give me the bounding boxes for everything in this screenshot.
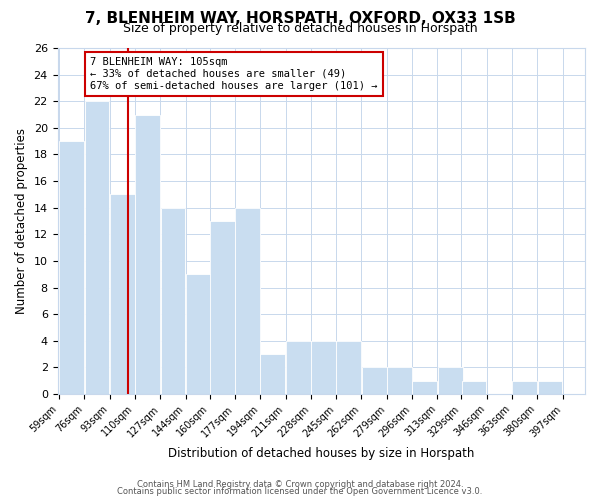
Bar bbox=[387, 368, 412, 394]
X-axis label: Distribution of detached houses by size in Horspath: Distribution of detached houses by size … bbox=[168, 447, 475, 460]
Bar bbox=[59, 141, 84, 394]
Text: Contains HM Land Registry data © Crown copyright and database right 2024.: Contains HM Land Registry data © Crown c… bbox=[137, 480, 463, 489]
Bar bbox=[538, 380, 562, 394]
Bar bbox=[412, 380, 437, 394]
Bar bbox=[135, 114, 160, 394]
Bar bbox=[161, 208, 185, 394]
Bar bbox=[286, 341, 311, 394]
Bar bbox=[461, 380, 487, 394]
Bar bbox=[260, 354, 285, 394]
Bar bbox=[210, 221, 235, 394]
Text: Contains public sector information licensed under the Open Government Licence v3: Contains public sector information licen… bbox=[118, 487, 482, 496]
Bar bbox=[235, 208, 260, 394]
Bar bbox=[438, 368, 463, 394]
Bar bbox=[311, 341, 336, 394]
Y-axis label: Number of detached properties: Number of detached properties bbox=[15, 128, 28, 314]
Text: Size of property relative to detached houses in Horspath: Size of property relative to detached ho… bbox=[122, 22, 478, 35]
Bar bbox=[512, 380, 537, 394]
Bar bbox=[362, 368, 386, 394]
Bar bbox=[337, 341, 361, 394]
Text: 7 BLENHEIM WAY: 105sqm
← 33% of detached houses are smaller (49)
67% of semi-det: 7 BLENHEIM WAY: 105sqm ← 33% of detached… bbox=[91, 58, 378, 90]
Bar bbox=[186, 274, 211, 394]
Bar bbox=[110, 194, 135, 394]
Text: 7, BLENHEIM WAY, HORSPATH, OXFORD, OX33 1SB: 7, BLENHEIM WAY, HORSPATH, OXFORD, OX33 … bbox=[85, 11, 515, 26]
Bar bbox=[85, 101, 109, 394]
